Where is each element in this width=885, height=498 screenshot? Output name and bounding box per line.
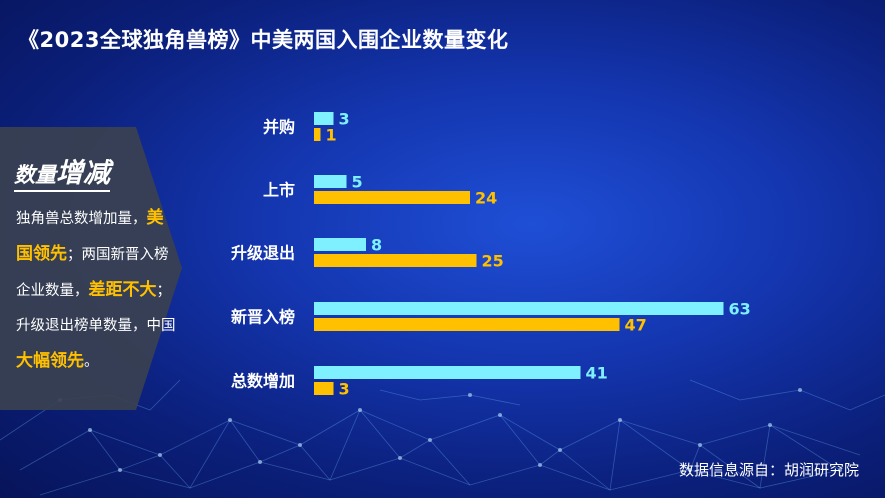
panel-text-segment: 。 xyxy=(84,354,99,370)
source-note: 数据信息源自：胡润研究院 xyxy=(678,461,859,479)
data-label-series-2: 1 xyxy=(326,126,337,145)
panel-highlight-text: 差距不大 xyxy=(88,280,157,300)
category-label: 并购 xyxy=(263,118,295,137)
bar-series-2 xyxy=(314,128,321,141)
panel-description: 独角兽总数增加量，美国领先；两国新晋入榜企业数量，差距不大；升级退出榜单数量，中… xyxy=(16,201,176,380)
panel-background xyxy=(0,127,182,410)
panel-highlight-text: 美国领先 xyxy=(16,208,164,264)
summary-panel: 数量增减 独角兽总数增加量，美国领先；两国新晋入榜企业数量，差距不大；升级退出榜… xyxy=(0,127,182,410)
bar-series-2 xyxy=(314,318,620,331)
data-label-series-2: 24 xyxy=(475,189,497,208)
data-label-series-2: 3 xyxy=(339,380,350,399)
bar-series-2 xyxy=(314,191,470,204)
panel-text-segment: 独角兽总数增加量， xyxy=(16,211,147,227)
panel-highlight-text: 大幅领先 xyxy=(16,351,84,371)
category-label: 升级退出 xyxy=(231,244,295,263)
data-label-series-1: 8 xyxy=(371,236,382,255)
data-label-series-1: 63 xyxy=(729,300,751,319)
data-label-series-1: 3 xyxy=(339,110,350,129)
page-title: 《2023全球独角兽榜》中美两国入围企业数量变化 xyxy=(18,28,509,52)
panel-heading: 数量增减 xyxy=(14,151,110,192)
bar-series-1 xyxy=(314,112,334,125)
category-label: 新晋入榜 xyxy=(231,308,295,327)
category-label: 总数增加 xyxy=(231,372,295,391)
data-label-series-2: 25 xyxy=(482,252,504,271)
bar-series-1 xyxy=(314,302,724,315)
category-label: 上市 xyxy=(263,181,295,200)
bar-series-1 xyxy=(314,238,366,251)
bar-series-1 xyxy=(314,175,347,188)
panel-text-segment: ；升级退出榜单数量，中国 xyxy=(16,283,176,334)
panel-heading-part2: 增减 xyxy=(56,158,110,189)
data-label-series-1: 5 xyxy=(352,173,363,192)
panel-text-segment: ；两国新晋入榜企业数量， xyxy=(16,247,169,299)
bar-series-2 xyxy=(314,382,334,395)
panel-heading-part1: 数量 xyxy=(14,163,56,187)
bar-series-1 xyxy=(314,366,581,379)
bar-series-2 xyxy=(314,254,477,267)
data-label-series-2: 47 xyxy=(625,316,647,335)
data-label-series-1: 41 xyxy=(586,364,608,383)
